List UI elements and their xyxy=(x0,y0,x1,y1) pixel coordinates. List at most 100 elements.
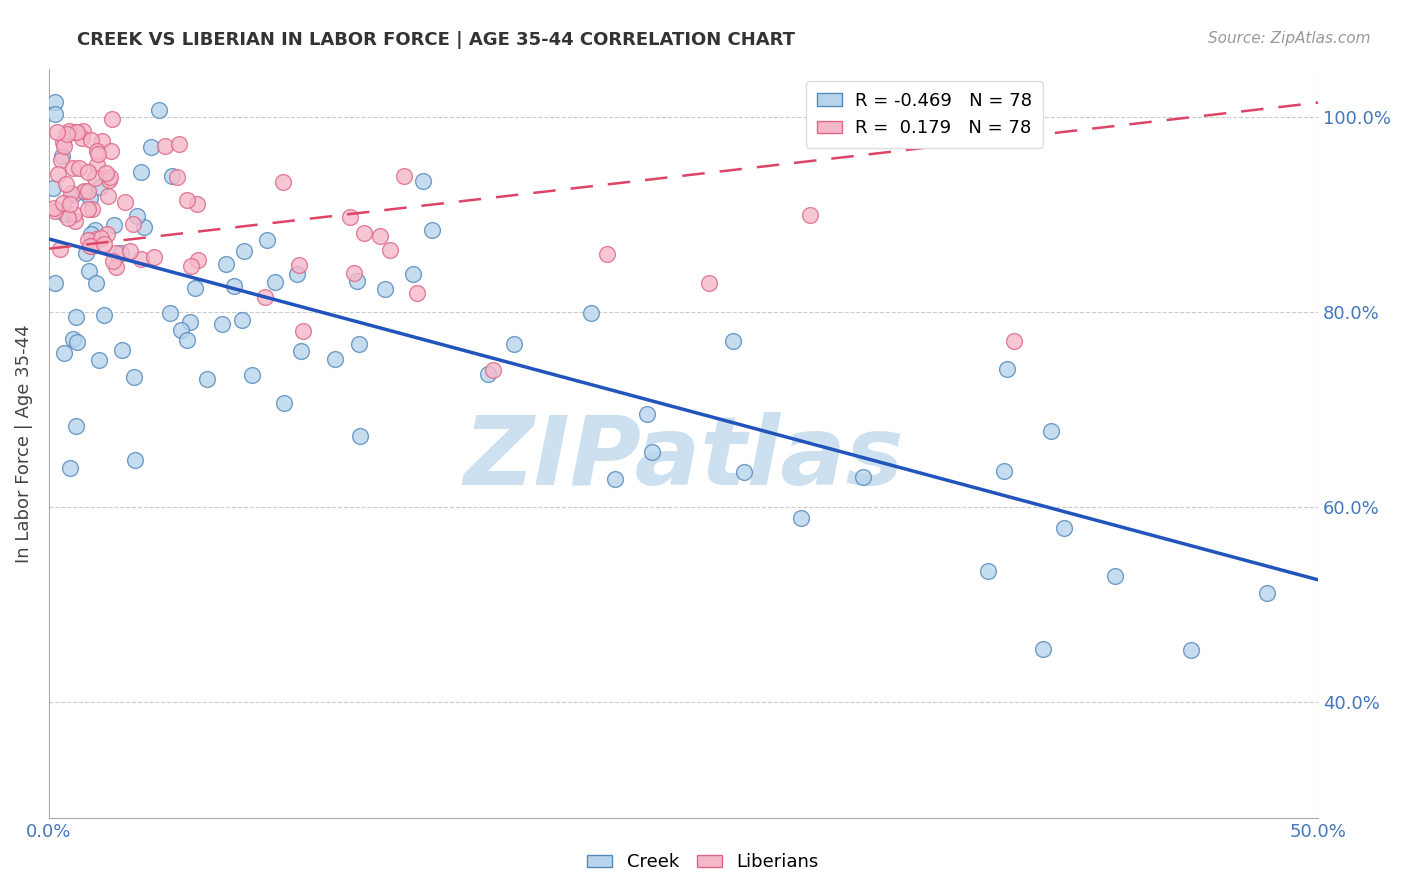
Point xyxy=(59,186,82,200)
Point xyxy=(103,253,125,268)
Legend: R = -0.469   N = 78, R =  0.179   N = 78: R = -0.469 N = 78, R = 0.179 N = 78 xyxy=(806,81,1043,148)
Point xyxy=(733,466,755,480)
Point xyxy=(62,161,84,175)
Point xyxy=(392,169,415,183)
Point xyxy=(179,315,201,329)
Point xyxy=(89,180,111,194)
Point xyxy=(66,335,89,350)
Point xyxy=(995,362,1018,376)
Point xyxy=(58,211,80,226)
Point xyxy=(53,345,76,359)
Point xyxy=(59,460,82,475)
Point xyxy=(59,197,82,211)
Point xyxy=(799,208,821,222)
Point xyxy=(288,259,311,273)
Point xyxy=(104,245,127,260)
Point xyxy=(55,207,77,221)
Point xyxy=(86,276,108,290)
Point xyxy=(353,227,375,241)
Point xyxy=(103,218,125,232)
Point xyxy=(44,95,66,110)
Point xyxy=(380,243,402,257)
Point xyxy=(346,274,368,288)
Point xyxy=(323,351,346,366)
Point xyxy=(596,246,619,260)
Point xyxy=(52,196,75,211)
Point xyxy=(63,125,86,139)
Point xyxy=(70,131,93,145)
Point xyxy=(1180,642,1202,657)
Point xyxy=(55,177,77,191)
Point xyxy=(349,337,371,351)
Text: ZIPatlas: ZIPatlas xyxy=(463,412,904,505)
Point xyxy=(98,172,121,186)
Point xyxy=(67,161,90,175)
Point xyxy=(232,244,254,259)
Point xyxy=(100,112,122,127)
Point xyxy=(114,194,136,209)
Point xyxy=(80,133,103,147)
Point xyxy=(1256,586,1278,600)
Point xyxy=(110,343,132,357)
Point xyxy=(77,264,100,278)
Point xyxy=(160,169,183,184)
Point xyxy=(41,181,63,195)
Point xyxy=(211,317,233,331)
Point xyxy=(98,169,121,184)
Point xyxy=(412,174,434,188)
Point xyxy=(477,368,499,382)
Point xyxy=(87,146,110,161)
Point xyxy=(49,242,72,256)
Point xyxy=(852,470,875,484)
Point xyxy=(176,334,198,348)
Point xyxy=(1032,642,1054,657)
Point xyxy=(76,165,98,179)
Point xyxy=(697,276,720,290)
Point xyxy=(1053,521,1076,535)
Point xyxy=(79,191,101,205)
Point xyxy=(603,472,626,486)
Legend: Creek, Liberians: Creek, Liberians xyxy=(579,847,827,879)
Point xyxy=(129,252,152,266)
Point xyxy=(285,267,308,281)
Point xyxy=(83,170,105,185)
Point xyxy=(46,168,69,182)
Point xyxy=(790,511,813,525)
Point xyxy=(110,246,132,260)
Point xyxy=(51,153,73,168)
Point xyxy=(62,188,84,202)
Point xyxy=(58,124,80,138)
Point xyxy=(406,285,429,300)
Point xyxy=(124,453,146,467)
Point xyxy=(290,343,312,358)
Point xyxy=(993,464,1015,478)
Point xyxy=(75,245,97,260)
Point xyxy=(76,233,98,247)
Y-axis label: In Labor Force | Age 35-44: In Labor Force | Age 35-44 xyxy=(15,324,32,563)
Point xyxy=(273,396,295,410)
Point xyxy=(96,227,118,241)
Point xyxy=(86,232,108,246)
Point xyxy=(176,193,198,207)
Point xyxy=(118,244,141,258)
Point xyxy=(122,369,145,384)
Point xyxy=(53,139,76,153)
Point xyxy=(73,184,96,198)
Point xyxy=(77,184,100,198)
Point xyxy=(44,204,66,219)
Point xyxy=(723,334,745,348)
Point xyxy=(374,282,396,296)
Point xyxy=(180,259,202,273)
Point xyxy=(44,276,66,290)
Point xyxy=(132,219,155,234)
Point xyxy=(139,140,162,154)
Point xyxy=(82,239,104,253)
Point xyxy=(79,239,101,253)
Point xyxy=(94,166,117,180)
Point xyxy=(153,139,176,153)
Point xyxy=(46,125,69,139)
Point xyxy=(402,267,425,281)
Point xyxy=(271,175,294,189)
Point xyxy=(44,106,66,120)
Point xyxy=(215,257,238,271)
